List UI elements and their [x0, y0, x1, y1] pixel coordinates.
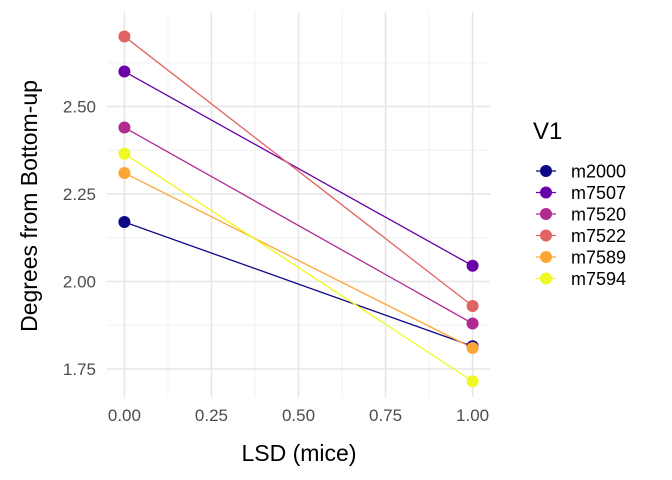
data-point-m2000 — [118, 216, 131, 228]
series-line-m7507 — [124, 70, 473, 267]
major-gridlines — [107, 12, 490, 397]
legend-key-point — [540, 272, 552, 285]
data-point-m7520 — [466, 317, 479, 330]
x-tick-label: 0.00 — [108, 406, 141, 425]
x-tick-label: 0.25 — [195, 406, 228, 425]
y-tick-label: 2.00 — [63, 273, 96, 292]
data-point-m7589 — [118, 167, 131, 179]
series-line-m7522 — [124, 35, 473, 307]
legend-label: m7520 — [571, 205, 626, 225]
x-axis-tick-labels: 0.00 0.25 0.50 0.75 1.00 — [108, 406, 489, 425]
y-axis-tick-labels: 1.75 2.00 2.25 2.50 — [63, 98, 96, 380]
legend-key-point — [540, 229, 552, 242]
legend-title: V1 — [533, 118, 562, 145]
x-tick-label: 0.75 — [369, 406, 402, 425]
data-point-m7589 — [466, 342, 479, 354]
series-line-m2000 — [124, 221, 473, 347]
series-line-m7594 — [124, 153, 473, 382]
legend-label: m7522 — [571, 226, 626, 246]
data-point-m7594 — [466, 375, 479, 388]
data-point-m7594 — [118, 147, 131, 160]
y-tick-label: 2.50 — [63, 98, 96, 117]
y-tick-label: 1.75 — [63, 360, 96, 379]
data-point-m7507 — [118, 65, 131, 78]
series-points — [118, 30, 479, 388]
legend-key-point — [540, 165, 552, 177]
legend-key-point — [540, 208, 552, 220]
y-tick-label: 2.25 — [63, 185, 96, 204]
legend-label: m7594 — [571, 269, 626, 289]
x-axis-title: LSD (mice) — [241, 440, 356, 466]
series-line-m7589 — [124, 172, 473, 349]
data-point-m7507 — [466, 259, 479, 272]
legend-key-point — [540, 251, 552, 263]
series-lines — [124, 35, 473, 382]
legend-label: m7507 — [571, 183, 626, 203]
legend-key-point — [540, 186, 552, 199]
legend-label: m7589 — [571, 248, 626, 268]
x-tick-label: 1.00 — [456, 406, 489, 425]
data-point-m7520 — [118, 121, 131, 134]
x-tick-label: 0.50 — [282, 406, 315, 425]
data-point-m7522 — [118, 30, 131, 43]
legend-label: m2000 — [571, 162, 626, 182]
series-line-m7520 — [124, 126, 473, 325]
data-point-m7522 — [466, 300, 479, 312]
y-axis-title: Degrees from Bottom-up — [16, 80, 42, 332]
